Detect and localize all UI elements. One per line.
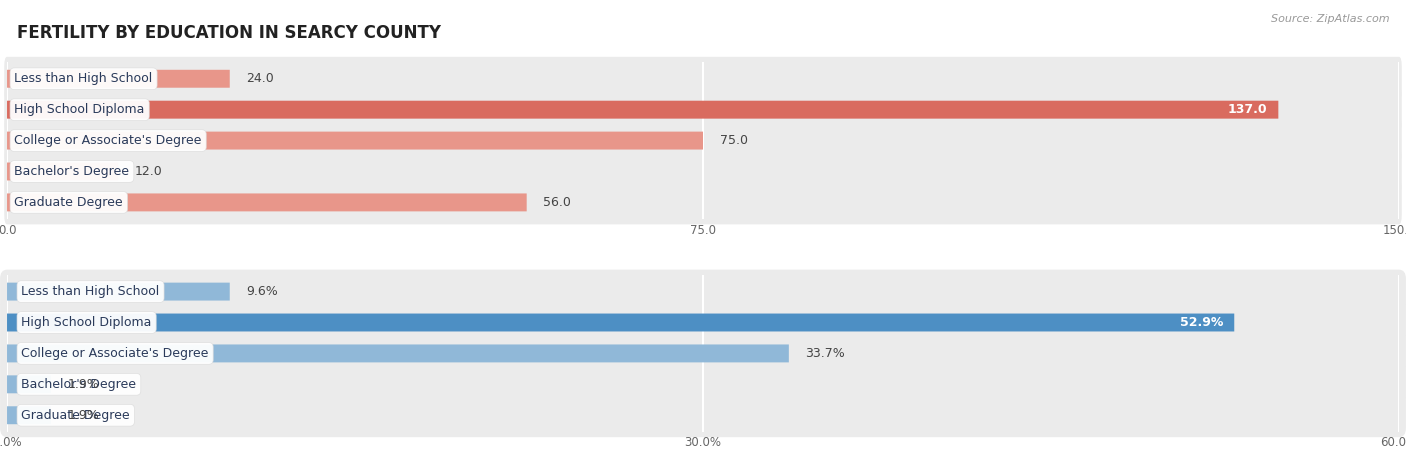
Text: Graduate Degree: Graduate Degree [21, 409, 129, 422]
Text: 75.0: 75.0 [720, 134, 748, 147]
FancyBboxPatch shape [7, 375, 51, 393]
FancyBboxPatch shape [7, 101, 1278, 119]
Text: Bachelor's Degree: Bachelor's Degree [14, 165, 129, 178]
FancyBboxPatch shape [7, 283, 229, 301]
FancyBboxPatch shape [0, 270, 1406, 314]
Text: 52.9%: 52.9% [1180, 316, 1223, 329]
FancyBboxPatch shape [0, 332, 1406, 375]
FancyBboxPatch shape [4, 119, 1402, 162]
Text: 12.0: 12.0 [135, 165, 163, 178]
Text: 1.9%: 1.9% [67, 378, 100, 391]
FancyBboxPatch shape [4, 150, 1402, 193]
Text: Bachelor's Degree: Bachelor's Degree [21, 378, 136, 391]
Text: High School Diploma: High School Diploma [14, 103, 145, 116]
FancyBboxPatch shape [0, 362, 1406, 406]
Text: 9.6%: 9.6% [246, 285, 278, 298]
Text: 24.0: 24.0 [246, 72, 274, 85]
FancyBboxPatch shape [7, 406, 51, 424]
FancyBboxPatch shape [0, 301, 1406, 344]
Text: High School Diploma: High School Diploma [21, 316, 152, 329]
Text: Less than High School: Less than High School [14, 72, 153, 85]
Text: 56.0: 56.0 [543, 196, 571, 209]
FancyBboxPatch shape [7, 344, 789, 362]
Text: 33.7%: 33.7% [806, 347, 845, 360]
Text: 137.0: 137.0 [1227, 103, 1267, 116]
FancyBboxPatch shape [7, 314, 1234, 332]
Text: FERTILITY BY EDUCATION IN SEARCY COUNTY: FERTILITY BY EDUCATION IN SEARCY COUNTY [17, 24, 441, 42]
FancyBboxPatch shape [7, 132, 703, 150]
FancyBboxPatch shape [4, 180, 1402, 224]
FancyBboxPatch shape [7, 193, 527, 211]
FancyBboxPatch shape [7, 70, 229, 88]
FancyBboxPatch shape [4, 57, 1402, 101]
Text: Graduate Degree: Graduate Degree [14, 196, 124, 209]
Text: College or Associate's Degree: College or Associate's Degree [21, 347, 208, 360]
FancyBboxPatch shape [0, 393, 1406, 437]
Text: 1.9%: 1.9% [67, 409, 100, 422]
Text: College or Associate's Degree: College or Associate's Degree [14, 134, 202, 147]
Text: Less than High School: Less than High School [21, 285, 160, 298]
FancyBboxPatch shape [7, 162, 118, 180]
FancyBboxPatch shape [4, 88, 1402, 132]
Text: Source: ZipAtlas.com: Source: ZipAtlas.com [1271, 14, 1389, 24]
